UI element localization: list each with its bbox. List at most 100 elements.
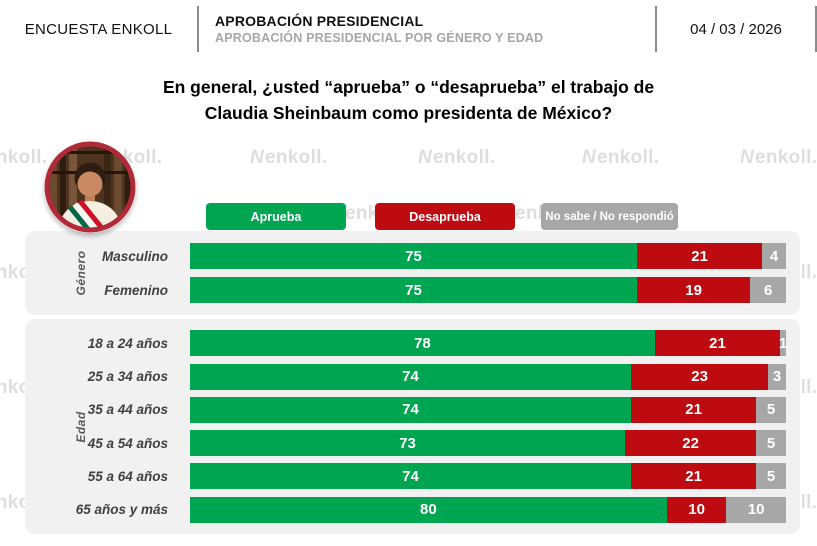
category-label: 18 a 24 años [87, 335, 168, 351]
bar-track: 75 21 4 [190, 243, 786, 269]
legend-item-desaprueba: Desaprueba [375, 203, 515, 230]
bar-row: 35 a 44 años 74 21 5 [25, 396, 786, 423]
president-photo-image [44, 141, 136, 233]
bar-value: 75 [405, 247, 422, 265]
bar-segment-aprueba: 73 [190, 430, 626, 457]
bar-value: 21 [685, 467, 702, 485]
bar-value: 73 [399, 434, 416, 452]
bar-track: 74 21 5 [190, 396, 786, 423]
bar-value: 5 [766, 401, 776, 419]
bar-segment-aprueba: 74 [190, 363, 632, 390]
bar-segment-no-sabe-no-respondi-: 5 [756, 430, 786, 457]
bar-track: 80 10 10 [190, 496, 786, 523]
bar-row: 45 a 54 años 73 22 5 [25, 430, 786, 457]
bar-value: 19 [685, 281, 702, 299]
legend-label: Aprueba [250, 209, 302, 224]
bar-segment-no-sabe-no-respondi-: 6 [750, 277, 786, 303]
category-label: 25 a 34 años [87, 369, 168, 385]
report-subtitle: APROBACIÓN PRESIDENCIAL POR GÉNERO Y EDA… [215, 31, 544, 45]
bar-value: 21 [691, 247, 708, 265]
survey-question: En general, ¿usted “aprueba” o “desaprue… [0, 74, 817, 127]
bar-segment-desaprueba: 10 [666, 496, 727, 523]
bar-segment-no-sabe-no-respondi-: 3 [768, 363, 786, 390]
bar-segment-desaprueba: 21 [637, 243, 763, 269]
bar-segment-aprueba: 74 [190, 463, 632, 490]
category-label: Masculino [101, 248, 168, 264]
bar-segment-no-sabe-no-respondi-: 5 [756, 463, 786, 490]
bar-value: 10 [688, 501, 705, 519]
bar-segment-no-sabe-no-respondi-: 5 [756, 396, 786, 423]
enkoll-watermark: Nenkoll. [582, 147, 660, 168]
header-divider [815, 6, 817, 52]
bar-value: 22 [682, 434, 699, 452]
legend-item-no-sabe-no-respondi-: No sabe / No respondió [541, 203, 678, 230]
category-label: Femenino [104, 282, 168, 298]
group-panel-g-nero: Género Masculino 75 21 4 Femenino 75 19 6 [25, 231, 800, 315]
bar-value: 78 [414, 334, 431, 352]
bar-value: 74 [402, 368, 419, 386]
header-titles: APROBACIÓN PRESIDENCIAL APROBACIÓN PRESI… [199, 13, 655, 45]
bar-track: 73 22 5 [190, 430, 786, 457]
bar-segment-desaprueba: 21 [654, 330, 781, 357]
bar-value: 10 [747, 501, 765, 519]
bar-value: 75 [405, 281, 422, 299]
bar-value: 74 [402, 467, 419, 485]
bar-value: 6 [763, 281, 773, 299]
category-label: 45 a 54 años [87, 435, 168, 451]
group-label: Edad [74, 410, 88, 443]
header-divider [655, 6, 657, 52]
bar-segment-desaprueba: 23 [631, 363, 769, 390]
bar-value: 21 [685, 401, 702, 419]
bar-row: 18 a 24 años 78 21 1 [25, 330, 788, 357]
bar-row: Femenino 75 19 6 [25, 277, 786, 303]
header: ENCUESTA ENKOLL APROBACIÓN PRESIDENCIAL … [0, 0, 817, 58]
category-label: 65 años y más [75, 502, 168, 518]
survey-question-line2: Claudia Sheinbaum como presidenta de Méx… [204, 103, 613, 124]
report-title: APROBACIÓN PRESIDENCIAL [215, 13, 424, 29]
bar-value: 5 [766, 434, 776, 452]
president-photo [44, 141, 136, 233]
bar-segment-desaprueba: 19 [637, 277, 751, 303]
enkoll-watermark: Nenkoll. [418, 147, 496, 168]
bar-value: 23 [691, 368, 708, 386]
bar-row: 25 a 34 años 74 23 3 [25, 363, 786, 390]
survey-question-line1: En general, ¿usted “aprueba” o “desaprue… [162, 77, 655, 97]
bar-value: 21 [709, 334, 726, 352]
bar-segment-no-sabe-no-respondi-: 10 [726, 496, 786, 523]
bar-value: 4 [769, 247, 779, 265]
bar-track: 74 21 5 [190, 463, 786, 490]
bar-segment-desaprueba: 22 [625, 430, 757, 457]
group-panel-edad: Edad 18 a 24 años 78 21 1 25 a 34 años 74 23 3 35… [25, 319, 800, 534]
bar-segment-aprueba: 75 [190, 243, 637, 269]
bar-segment-aprueba: 74 [190, 396, 632, 423]
bar-value: 1 [778, 334, 788, 352]
bar-track: 74 23 3 [190, 363, 786, 390]
bar-segment-no-sabe-no-respondi-: 4 [762, 243, 786, 269]
legend-label: No sabe / No respondió [545, 210, 674, 223]
bar-segment-desaprueba: 21 [631, 463, 757, 490]
report-date: 04 / 03 / 2026 [690, 20, 782, 38]
group-label: Género [74, 250, 88, 296]
brand-name: ENCUESTA ENKOLL [24, 20, 173, 38]
category-label: 35 a 44 años [87, 402, 168, 418]
legend-item-aprueba: Aprueba [206, 203, 346, 230]
bar-row: 55 a 64 años 74 21 5 [25, 463, 786, 490]
bar-segment-aprueba: 78 [190, 330, 655, 357]
bar-segment-desaprueba: 21 [631, 396, 757, 423]
bar-value: 5 [766, 467, 776, 485]
approval-chart: Género Masculino 75 21 4 Femenino 75 19 6 Edad 18 … [25, 231, 800, 538]
enkoll-watermark: Nenkoll. [740, 147, 817, 168]
bar-track: 78 21 1 [190, 330, 788, 357]
bar-row: 65 años y más 80 10 10 [25, 496, 786, 523]
bar-value: 3 [772, 368, 782, 386]
bar-segment-aprueba: 75 [190, 277, 637, 303]
header-divider [197, 6, 199, 52]
bar-segment-aprueba: 80 [190, 496, 667, 523]
bar-row: Masculino 75 21 4 [25, 243, 786, 269]
category-label: 55 a 64 años [87, 468, 168, 484]
bar-value: 74 [402, 401, 419, 419]
enkoll-watermark: Nenkoll. [250, 147, 328, 168]
bar-track: 75 19 6 [190, 277, 786, 303]
enkoll-watermark: Nenkoll. [0, 147, 48, 168]
legend-label: Desaprueba [409, 209, 481, 224]
